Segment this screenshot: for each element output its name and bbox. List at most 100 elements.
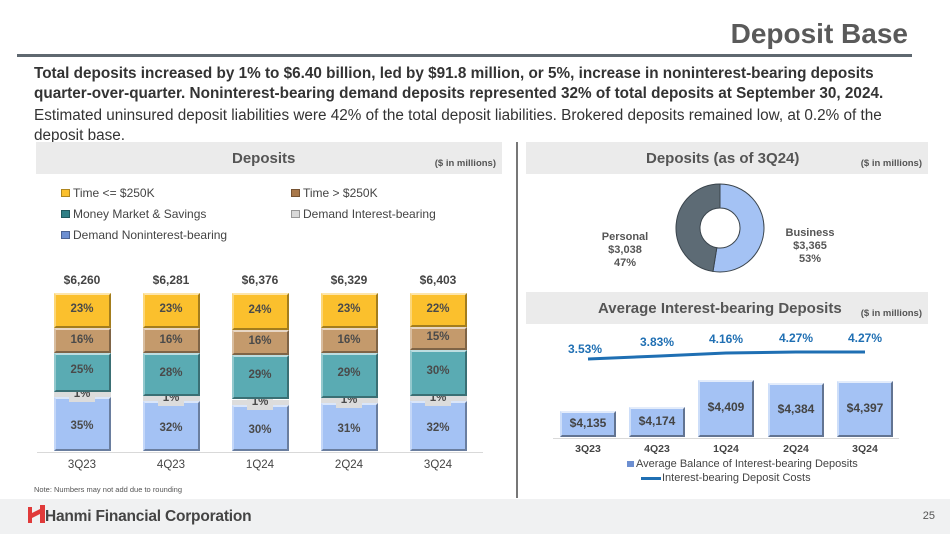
legend-item-avg-balance: Average Balance of Interest-bearing Depo… (627, 458, 858, 470)
data-label: 35% (70, 419, 94, 432)
x-tick-label: 3Q23 (575, 443, 601, 455)
donut-chart-title: Deposits (as of 3Q24) (646, 150, 800, 167)
data-label: 23% (159, 303, 183, 316)
bar-segment-money-market-savings (409, 349, 467, 397)
bar-segment-demand-noninterest-bearing (53, 396, 111, 451)
legend-item-time-le-250k: Time <= $250K (61, 186, 155, 200)
summary-regular: Estimated uninsured deposit liabilities … (34, 107, 882, 144)
bar-segment-time-250k (231, 329, 289, 355)
summary-bold: Total deposits increased by 1% to $6.40 … (34, 65, 884, 102)
x-tick-label: 2Q24 (334, 459, 364, 471)
bar-data-label: $4,409 (707, 400, 745, 415)
donut-slice-business (712, 183, 765, 273)
data-label: 16% (248, 335, 272, 348)
donut-slice-personal (675, 183, 721, 273)
bar-segment-demand-noninterest-bearing (231, 404, 289, 451)
data-label: 24% (248, 304, 272, 317)
bar-segment-time-250k (142, 328, 200, 353)
legend-label: Average Balance of Interest-bearing Depo… (636, 458, 858, 470)
line-data-label: 4.27% (778, 330, 814, 345)
data-label: 22% (426, 302, 450, 315)
data-label: 29% (248, 369, 272, 382)
data-label: 31% (337, 422, 361, 435)
legend-swatch (61, 189, 70, 197)
footer-bar (0, 499, 950, 534)
bar-segment-time-250k (53, 292, 111, 329)
x-tick-label: 3Q24 (423, 459, 453, 471)
legend-swatch (61, 231, 70, 239)
bar-segment-demand-noninterest-bearing (320, 402, 378, 451)
legend-label: Money Market & Savings (73, 207, 207, 221)
avg-balance-bar (837, 381, 893, 437)
legend-label: Demand Interest-bearing (303, 207, 436, 221)
data-label: 25% (70, 364, 94, 377)
personal-percent: 47% (613, 257, 637, 269)
x-axis-line (37, 452, 483, 453)
legend-label: Time <= $250K (73, 186, 155, 200)
title-divider (17, 54, 912, 57)
bar-data-label: $4,397 (846, 401, 884, 416)
x-tick-label: 4Q23 (156, 459, 186, 471)
panel-divider (516, 142, 518, 498)
line-data-label: 3.53% (567, 342, 603, 356)
bar-segment-money-market-savings (142, 353, 200, 397)
x-axis-line (553, 438, 899, 439)
x-tick-label: 3Q24 (852, 443, 878, 455)
data-label: 28% (159, 366, 183, 379)
bar-segment-time-250k (409, 292, 467, 327)
bar-segment-money-market-savings (320, 353, 378, 398)
bar-segment-demand-noninterest-bearing (409, 401, 467, 451)
bar-segment-time-250k (142, 292, 200, 329)
line-data-label: 4.16% (708, 332, 744, 346)
line-data-label: 3.83% (639, 335, 675, 350)
data-label: 32% (159, 422, 183, 435)
line-data-label: 4.27% (847, 330, 883, 345)
legend-line-swatch (641, 476, 661, 480)
deposits-panel-header: Deposits ($ in millions) (36, 142, 502, 174)
avg-balance-bar (768, 382, 824, 437)
data-label: 30% (426, 365, 450, 378)
data-label: 32% (426, 422, 450, 435)
avg-interest-bearing-combo-chart: $4,135 3Q23 $4,174 4Q23 $4,409 1Q24 $4,384 2Q24… (553, 330, 899, 455)
bar-segment-money-market-savings (231, 354, 289, 400)
bar-segment-time-250k (320, 328, 378, 353)
deposit-cost-line-layer (587, 350, 865, 361)
donut-label-business: Business $3,365 53% (780, 227, 840, 266)
personal-value: $3,038 (608, 244, 642, 256)
legend-label: Demand Noninterest-bearing (73, 228, 228, 242)
business-name: Business (785, 227, 835, 239)
legend-swatch (61, 210, 70, 218)
legend-label: Time > $250K (303, 186, 378, 200)
bar-data-label: $4,174 (638, 413, 676, 428)
donut-unit-note: ($ in millions) (860, 158, 922, 169)
avg-balance-bar (560, 411, 616, 437)
legend-item-demand-interest: Demand Interest-bearing (291, 207, 436, 221)
legend-swatch (291, 210, 300, 218)
bar-total-label: $6,376 (241, 272, 279, 287)
personal-name: Personal (601, 231, 649, 243)
deposits-stacked-bar-chart: 35% 1% 25% 16% 23% $6,260 3Q23 32% 1% 28% 16% 23% $6… (0, 0, 516, 480)
hanmi-logo-icon (28, 505, 45, 523)
bar-data-label: $4,135 (569, 416, 607, 431)
legend-item-demand-noninterest: Demand Noninterest-bearing (61, 228, 227, 242)
bar-segment-money-market-savings (53, 353, 111, 392)
data-label: 23% (337, 303, 361, 316)
bar-segment-time-250k (231, 292, 289, 330)
footnote: Note: Numbers may not add due to roundin… (34, 485, 183, 494)
data-label: 16% (337, 333, 361, 346)
avg-balance-bar (629, 406, 685, 437)
bar-total-label: $6,260 (63, 272, 101, 287)
avg-ib-chart-title: Average Interest-bearing Deposits (598, 300, 842, 317)
avg-ib-unit-note: ($ in millions) (860, 308, 922, 319)
bar-segment-time-250k (53, 328, 111, 353)
x-tick-label: 1Q24 (713, 443, 739, 455)
legend-label: Interest-bearing Deposit Costs (662, 472, 811, 484)
data-label: 16% (70, 333, 94, 346)
x-tick-label: 2Q24 (783, 443, 809, 455)
company-name: Hanmi Financial Corporation (45, 508, 252, 525)
legend-item-time-gt-250k: Time > $250K (291, 186, 378, 200)
x-tick-label: 3Q23 (67, 459, 97, 471)
business-percent: 53% (798, 253, 822, 265)
page-title: Deposit Base (730, 18, 908, 49)
avg-balance-bar (698, 379, 754, 437)
